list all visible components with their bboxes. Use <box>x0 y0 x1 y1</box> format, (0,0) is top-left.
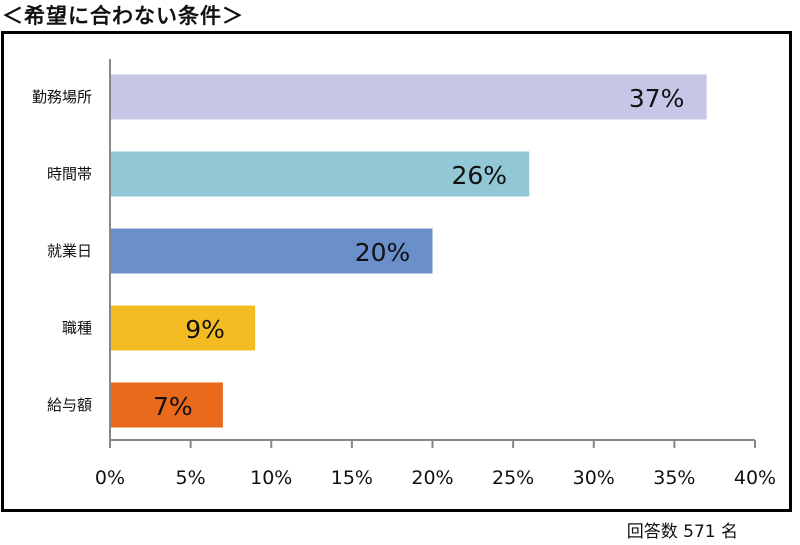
chart-frame <box>1 31 792 512</box>
response-count-note: 回答数 571 名 <box>626 522 738 542</box>
category-label: 就業日 <box>47 242 92 260</box>
data-label: 20% <box>355 238 411 267</box>
category-label: 勤務場所 <box>32 88 92 106</box>
bar-3 <box>110 228 433 274</box>
chart-title: ＜希望に合わない条件＞ <box>2 4 244 28</box>
bar-2 <box>110 151 530 197</box>
data-label: 37% <box>629 84 685 113</box>
bar-4 <box>110 305 256 351</box>
bar-5 <box>110 382 223 428</box>
bar-1 <box>110 74 707 120</box>
x-tick-label: 15% <box>331 467 373 489</box>
data-label: 9% <box>185 315 225 344</box>
category-label: 給与額 <box>47 396 92 414</box>
category-label: 職種 <box>62 319 92 337</box>
x-tick-label: 20% <box>411 467 453 489</box>
data-label: 26% <box>451 161 507 190</box>
x-tick-label: 35% <box>653 467 695 489</box>
data-label: 7% <box>153 392 193 421</box>
x-tick-label: 30% <box>573 467 615 489</box>
x-tick-label: 10% <box>250 467 292 489</box>
x-tick-label: 25% <box>492 467 534 489</box>
category-label: 時間帯 <box>47 165 92 183</box>
x-tick-label: 40% <box>734 467 776 489</box>
x-tick-label: 0% <box>95 467 125 489</box>
x-tick-label: 5% <box>176 467 206 489</box>
